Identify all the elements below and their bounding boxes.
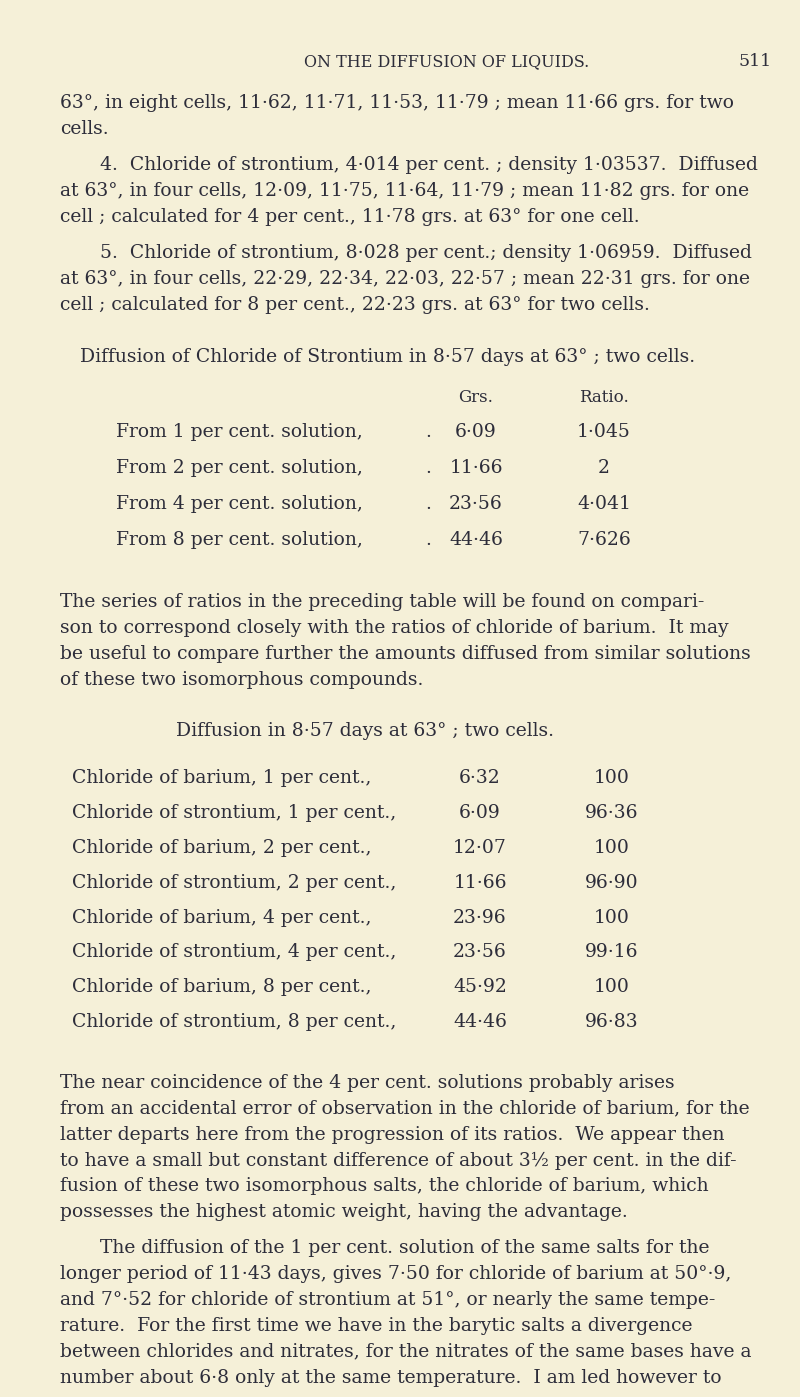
Text: 23·96: 23·96 [453,908,507,926]
Text: Diffusion in 8·57 days at 63° ; two cells.: Diffusion in 8·57 days at 63° ; two cell… [176,722,554,740]
Text: 6·32: 6·32 [459,768,501,787]
Text: 23·56: 23·56 [453,943,507,961]
Text: rature.  For the first time we have in the barytic salts a divergence: rature. For the first time we have in th… [60,1317,693,1336]
Text: 7·626: 7·626 [577,531,631,549]
Text: from an accidental error of observation in the chloride of barium, for the: from an accidental error of observation … [60,1099,750,1118]
Text: From 8 per cent. solution,: From 8 per cent. solution, [116,531,363,549]
Text: 6·09: 6·09 [455,423,497,440]
Text: .: . [425,458,431,476]
Text: 12·07: 12·07 [453,838,507,856]
Text: 100: 100 [594,908,630,926]
Text: of these two isomorphous compounds.: of these two isomorphous compounds. [60,671,423,689]
Text: and 7°·52 for chloride of strontium at 51°, or nearly the same tempe-: and 7°·52 for chloride of strontium at 5… [60,1291,715,1309]
Text: latter departs here from the progression of its ratios.  We appear then: latter departs here from the progression… [60,1126,725,1144]
Text: cells.: cells. [60,120,109,138]
Text: 23·56: 23·56 [449,495,503,513]
Text: Grs.: Grs. [458,388,494,407]
Text: at 63°, in four cells, 12·09, 11·75, 11·64, 11·79 ; mean 11·82 grs. for one: at 63°, in four cells, 12·09, 11·75, 11·… [60,182,749,200]
Text: cell ; calculated for 8 per cent., 22·23 grs. at 63° for two cells.: cell ; calculated for 8 per cent., 22·23… [60,296,650,314]
Text: From 2 per cent. solution,: From 2 per cent. solution, [116,458,363,476]
Text: 4.  Chloride of strontium, 4·014 per cent. ; density 1·03537.  Diffused: 4. Chloride of strontium, 4·014 per cent… [100,156,758,175]
Text: Chloride of strontium, 8 per cent.,: Chloride of strontium, 8 per cent., [72,1013,396,1031]
Text: 100: 100 [594,768,630,787]
Text: 5.  Chloride of strontium, 8·028 per cent.; density 1·06959.  Diffused: 5. Chloride of strontium, 8·028 per cent… [100,244,752,263]
Text: 100: 100 [594,978,630,996]
Text: 2: 2 [598,458,610,476]
Text: 100: 100 [594,838,630,856]
Text: fusion of these two isomorphous salts, the chloride of barium, which: fusion of these two isomorphous salts, t… [60,1178,709,1196]
Text: Chloride of strontium, 1 per cent.,: Chloride of strontium, 1 per cent., [72,803,396,821]
Text: The diffusion of the 1 per cent. solution of the same salts for the: The diffusion of the 1 per cent. solutio… [100,1239,710,1257]
Text: 11·66: 11·66 [454,873,506,891]
Text: at 63°, in four cells, 22·29, 22·34, 22·03, 22·57 ; mean 22·31 grs. for one: at 63°, in four cells, 22·29, 22·34, 22·… [60,270,750,288]
Text: Chloride of barium, 8 per cent.,: Chloride of barium, 8 per cent., [72,978,371,996]
Text: 6·09: 6·09 [459,803,501,821]
Text: 96·83: 96·83 [585,1013,639,1031]
Text: longer period of 11·43 days, gives 7·50 for chloride of barium at 50°·9,: longer period of 11·43 days, gives 7·50 … [60,1266,731,1284]
Text: 44·46: 44·46 [449,531,503,549]
Text: 96·90: 96·90 [585,873,639,891]
Text: .: . [425,423,431,440]
Text: 11·66: 11·66 [450,458,502,476]
Text: ON THE DIFFUSION OF LIQUIDS.: ON THE DIFFUSION OF LIQUIDS. [304,53,590,70]
Text: Diffusion of Chloride of Strontium in 8·57 days at 63° ; two cells.: Diffusion of Chloride of Strontium in 8·… [80,348,695,366]
Text: Chloride of barium, 4 per cent.,: Chloride of barium, 4 per cent., [72,908,371,926]
Text: .: . [425,531,431,549]
Text: between chlorides and nitrates, for the nitrates of the same bases have a: between chlorides and nitrates, for the … [60,1343,751,1361]
Text: From 4 per cent. solution,: From 4 per cent. solution, [116,495,363,513]
Text: 45·92: 45·92 [453,978,507,996]
Text: From 1 per cent. solution,: From 1 per cent. solution, [116,423,362,440]
Text: The near coincidence of the 4 per cent. solutions probably arises: The near coincidence of the 4 per cent. … [60,1074,674,1092]
Text: .: . [425,495,431,513]
Text: 99·16: 99·16 [586,943,638,961]
Text: cell ; calculated for 4 per cent., 11·78 grs. at 63° for one cell.: cell ; calculated for 4 per cent., 11·78… [60,208,640,226]
Text: 1·045: 1·045 [577,423,631,440]
Text: possesses the highest atomic weight, having the advantage.: possesses the highest atomic weight, hav… [60,1203,628,1221]
Text: 96·36: 96·36 [586,803,638,821]
Text: Chloride of barium, 1 per cent.,: Chloride of barium, 1 per cent., [72,768,371,787]
Text: Chloride of strontium, 2 per cent.,: Chloride of strontium, 2 per cent., [72,873,396,891]
Text: 511: 511 [739,53,772,70]
Text: 44·46: 44·46 [453,1013,507,1031]
Text: Chloride of strontium, 4 per cent.,: Chloride of strontium, 4 per cent., [72,943,396,961]
Text: Chloride of barium, 2 per cent.,: Chloride of barium, 2 per cent., [72,838,371,856]
Text: be useful to compare further the amounts diffused from similar solutions: be useful to compare further the amounts… [60,645,750,664]
Text: son to correspond closely with the ratios of chloride of barium.  It may: son to correspond closely with the ratio… [60,619,729,637]
Text: number about 6·8 only at the same temperature.  I am led however to: number about 6·8 only at the same temper… [60,1369,722,1387]
Text: 63°, in eight cells, 11·62, 11·71, 11·53, 11·79 ; mean 11·66 grs. for two: 63°, in eight cells, 11·62, 11·71, 11·53… [60,95,734,112]
Text: The series of ratios in the preceding table will be found on compari-: The series of ratios in the preceding ta… [60,594,704,612]
Text: to have a small but constant difference of about 3½ per cent. in the dif-: to have a small but constant difference … [60,1151,737,1169]
Text: 4·041: 4·041 [577,495,631,513]
Text: Ratio.: Ratio. [579,388,629,407]
